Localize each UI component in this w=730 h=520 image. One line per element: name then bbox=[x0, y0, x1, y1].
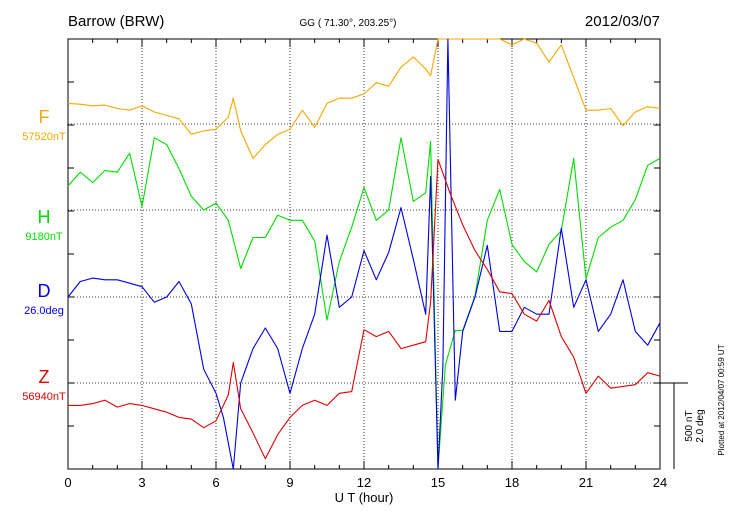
series-name-H: H bbox=[38, 207, 51, 227]
station-title: Barrow (BRW) bbox=[68, 13, 164, 30]
series-name-D: D bbox=[38, 281, 51, 301]
geographic-coords: GG ( 71.30°, 203.25°) bbox=[300, 18, 397, 29]
x-tick-label-12: 12 bbox=[357, 475, 371, 490]
series-baseline-label-Z: 56940nT bbox=[22, 391, 66, 403]
axis-ticks bbox=[67, 39, 661, 469]
scale-bar-deg: 2.0 deg bbox=[695, 409, 706, 442]
scale-bar: 500 nT 2.0 deg bbox=[660, 382, 706, 469]
x-tick-label-3: 3 bbox=[138, 475, 145, 490]
x-tick-label-0: 0 bbox=[64, 475, 71, 490]
series-baseline-label-D: 26.0deg bbox=[24, 305, 64, 317]
series-baseline-label-F: 57520nT bbox=[22, 131, 66, 143]
series-name-Z: Z bbox=[39, 367, 50, 387]
x-tick-label-6: 6 bbox=[212, 475, 219, 490]
x-tick-label-18: 18 bbox=[505, 475, 519, 490]
x-tick-label-24: 24 bbox=[653, 475, 667, 490]
x-axis-label: U T (hour) bbox=[335, 490, 394, 505]
scale-bar-nt: 500 nT bbox=[684, 410, 695, 441]
date-label: 2012/03/07 bbox=[585, 13, 660, 30]
x-tick-label-21: 21 bbox=[579, 475, 593, 490]
x-tick-labels: 0 3 6 9 12 15 18 21 24 bbox=[64, 475, 667, 490]
series-line-Z bbox=[68, 158, 661, 460]
series-line-H bbox=[67, 137, 661, 469]
series-name-F: F bbox=[39, 107, 50, 127]
x-tick-label-9: 9 bbox=[286, 475, 293, 490]
x-tick-label-15: 15 bbox=[431, 475, 445, 490]
series-line-D bbox=[67, 38, 661, 470]
series-labels: F 57520nT H 9180nT D 26.0deg Z 56940nT bbox=[22, 107, 66, 403]
series-line-F bbox=[67, 38, 661, 159]
series-curves bbox=[67, 38, 661, 470]
plot-frame bbox=[67, 38, 661, 470]
series-baseline-label-H: 9180nT bbox=[25, 231, 63, 243]
plotted-at-note: Plotted at 2012/04/07 00:59 UT bbox=[717, 344, 726, 455]
